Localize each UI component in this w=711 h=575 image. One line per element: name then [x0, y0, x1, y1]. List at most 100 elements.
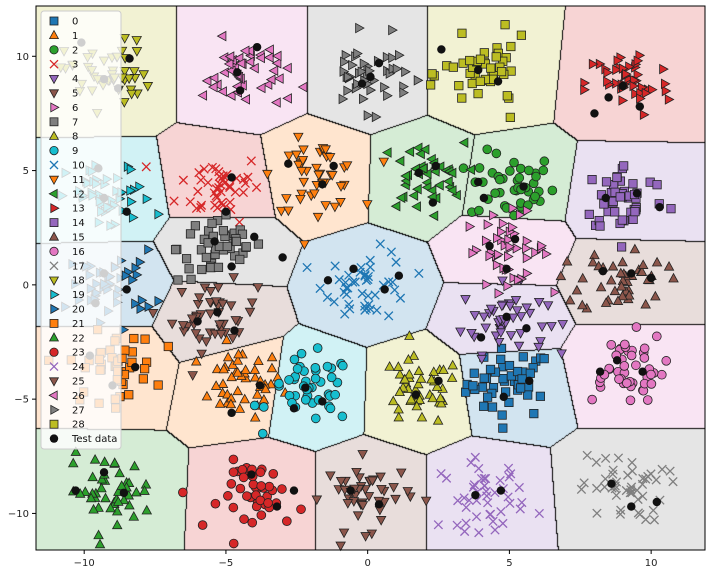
data-point-series-6: [522, 243, 532, 254]
data-point-series-4: [536, 322, 548, 333]
data-point-series-24: [459, 526, 470, 537]
data-point-series-1: [190, 355, 202, 366]
data-point-series-8: [414, 394, 426, 405]
data-point-series-24: [479, 473, 490, 484]
test-data-point: [474, 177, 483, 187]
data-point-series-11: [281, 194, 292, 204]
data-point-series-16: [619, 339, 630, 350]
data-point-series-13: [639, 109, 650, 121]
data-point-series-22: [112, 496, 124, 506]
data-point-series-15: [589, 249, 600, 260]
data-point-series-21: [120, 345, 130, 355]
data-point-series-9: [300, 394, 311, 405]
data-point-series-8: [415, 373, 427, 383]
data-point-series-17: [615, 509, 626, 519]
data-point-series-13: [588, 58, 599, 70]
data-point-series-25: [311, 495, 323, 506]
data-point-series-9: [310, 363, 321, 373]
data-point-series-16: [646, 379, 657, 389]
data-point-series-11: [298, 177, 310, 188]
test-data-point: [235, 86, 245, 95]
data-point-series-26: [273, 73, 284, 84]
data-point-series-11: [312, 212, 324, 223]
data-point-series-10: [360, 271, 370, 281]
data-point-series-19: [127, 196, 137, 208]
data-point-series-4: [466, 328, 477, 339]
data-point-series-15: [605, 274, 617, 285]
data-point-series-11: [295, 194, 306, 205]
data-point-series-5: [205, 287, 216, 297]
data-point-series-5: [166, 319, 178, 330]
data-point-series-11: [276, 206, 287, 217]
data-point-series-20: [121, 270, 132, 281]
data-point-series-26: [240, 94, 250, 105]
data-point-series-6: [494, 288, 505, 299]
data-point-series-3: [230, 187, 240, 197]
data-point-series-7: [173, 275, 183, 285]
data-point-series-9: [310, 373, 321, 384]
test-data-point: [119, 488, 129, 498]
data-point-series-24: [453, 496, 463, 506]
data-point-series-8: [413, 365, 425, 376]
data-point-series-13: [618, 95, 629, 106]
legend-marker-7: [49, 117, 59, 127]
test-data-point: [627, 502, 636, 511]
legend-label: 9: [72, 146, 78, 157]
data-point-series-15: [617, 256, 628, 267]
data-point-series-1: [225, 398, 237, 409]
data-point-series-0: [497, 410, 507, 420]
data-point-series-4: [480, 323, 492, 334]
data-point-series-10: [365, 255, 375, 265]
data-point-series-8: [431, 381, 443, 391]
data-point-series-0: [498, 423, 508, 433]
data-point-series-17: [616, 505, 626, 515]
data-point-series-1: [249, 371, 261, 382]
data-point-series-25: [360, 532, 371, 542]
test-data-point: [374, 500, 384, 509]
test-data-point: [323, 276, 333, 285]
data-point-series-26: [255, 52, 265, 64]
data-point-series-26: [216, 30, 227, 42]
data-point-series-25: [342, 499, 354, 509]
data-point-series-8: [404, 368, 415, 379]
data-point-series-10: [391, 257, 401, 267]
data-point-series-13: [641, 87, 652, 99]
data-point-series-24: [498, 518, 508, 529]
data-point-series-2: [539, 156, 550, 167]
test-data-point: [272, 502, 282, 511]
data-point-series-2: [530, 191, 540, 202]
data-point-series-1: [232, 354, 244, 365]
data-point-series-8: [413, 378, 424, 389]
data-point-series-26: [224, 51, 235, 62]
data-point-series-27: [371, 111, 382, 123]
data-point-series-25: [335, 476, 347, 487]
data-point-series-17: [608, 465, 618, 475]
data-point-series-20: [144, 244, 154, 255]
data-point-series-10: [375, 239, 385, 249]
data-point-series-7: [186, 274, 196, 284]
data-point-series-28: [448, 62, 458, 72]
data-point-series-19: [154, 208, 165, 220]
data-point-series-2: [458, 163, 469, 174]
plot-frame: [35, 5, 706, 551]
data-point-series-9: [330, 389, 340, 400]
data-point-series-17: [592, 508, 602, 518]
data-point-series-9: [337, 411, 348, 422]
data-point-series-10: [302, 262, 312, 273]
y-tick-label: −5: [14, 395, 29, 406]
data-point-series-4: [496, 301, 508, 312]
data-point-series-11: [341, 161, 353, 172]
data-point-series-14: [619, 161, 629, 171]
y-axis: −10 −5 0 5 10: [8, 52, 36, 520]
legend-label: 24: [72, 362, 85, 373]
data-point-series-10: [357, 288, 367, 299]
test-data-point: [193, 317, 202, 326]
data-point-series-0: [525, 368, 535, 378]
data-point-series-17: [625, 488, 635, 498]
data-point-series-19: [142, 193, 153, 205]
data-point-series-1: [253, 355, 264, 365]
x-tick-label: 10: [645, 558, 658, 569]
data-point-series-28: [475, 54, 486, 64]
data-point-series-17: [626, 482, 637, 492]
data-point-series-0: [539, 354, 549, 364]
